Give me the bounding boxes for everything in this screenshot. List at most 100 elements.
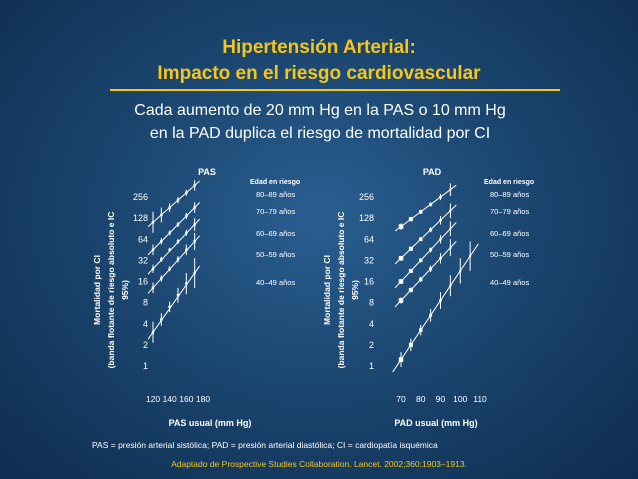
data-point	[168, 206, 171, 209]
x-tick-label: 80	[416, 394, 426, 404]
data-point	[151, 286, 155, 290]
series-line	[394, 204, 457, 265]
source-citation: Adaptado de Prospective Studies Collabor…	[171, 459, 467, 469]
data-point	[176, 294, 180, 297]
data-point	[429, 313, 433, 317]
data-point	[398, 279, 404, 284]
data-point	[168, 231, 171, 235]
y-tick-label: 128	[133, 213, 148, 223]
series-line	[147, 202, 201, 256]
y-tick-label: 8	[369, 298, 374, 308]
data-point	[193, 223, 196, 226]
x-tick-label: 120	[146, 394, 160, 404]
data-point	[419, 258, 423, 263]
data-point	[168, 267, 171, 271]
data-point	[398, 357, 404, 362]
y-tick-label: 256	[359, 192, 374, 202]
data-point	[193, 240, 196, 243]
data-point	[193, 184, 196, 187]
legend-label: 60–69 años	[490, 229, 529, 238]
y-axis-label: (banda flotante de riesgo absoluto e IC	[336, 212, 346, 369]
legend-title: Edad en riesgo	[250, 179, 300, 186]
subtitle-line-2: en la PAD duplica el riesgo de mortalida…	[149, 125, 491, 142]
y-axis-label: (banda flotante de riesgo absoluto e IC	[106, 212, 116, 369]
y-axis-label: Mortalidad por CI	[92, 255, 102, 325]
x-tick-label: 100	[453, 394, 467, 404]
data-point	[408, 268, 413, 273]
chart-title: PAS	[198, 167, 216, 177]
y-tick-label: 16	[138, 277, 148, 287]
y-tick-label: 2	[369, 340, 374, 350]
y-tick-label: 64	[138, 234, 148, 244]
data-point	[176, 223, 180, 226]
footnote: PAS = presión arterial sistólica; PAD = …	[92, 440, 438, 450]
data-point	[160, 258, 163, 261]
data-point	[151, 331, 155, 334]
data-point	[193, 271, 196, 275]
data-point	[419, 328, 423, 332]
chart-title: PAD	[423, 167, 442, 177]
data-point	[439, 218, 442, 222]
data-point	[160, 240, 163, 243]
series-line	[147, 265, 201, 340]
data-point	[185, 248, 188, 252]
data-point	[185, 282, 188, 285]
data-point	[176, 240, 180, 243]
data-point	[419, 210, 423, 214]
data-point	[160, 277, 163, 280]
data-point	[469, 255, 472, 258]
legend-label: 50–59 años	[490, 250, 529, 259]
data-point	[449, 227, 452, 230]
data-point	[408, 217, 413, 222]
series-line	[392, 243, 479, 373]
x-tick-label: 160	[179, 394, 193, 404]
legend-title: Edad en riesgo	[484, 179, 534, 186]
data-point	[449, 188, 452, 191]
y-axis-label: Mortalidad por CI	[322, 255, 332, 325]
data-point	[429, 202, 433, 206]
legend-label: 40–49 años	[490, 278, 529, 287]
y-axis-label: 95%)	[350, 280, 360, 300]
data-point	[185, 214, 188, 218]
title-divider	[110, 89, 560, 91]
x-tick-label: 140	[163, 394, 177, 404]
legend-label: 60–69 años	[256, 229, 295, 238]
data-point	[439, 257, 442, 260]
data-point	[449, 246, 452, 249]
data-point	[408, 246, 413, 251]
series-line	[147, 180, 200, 228]
data-point	[439, 299, 442, 302]
data-point	[429, 248, 433, 252]
x-axis-label: PAS usual (mm Hg)	[169, 418, 252, 428]
data-point	[459, 269, 462, 272]
data-point	[398, 256, 404, 261]
y-tick-label: 16	[364, 277, 374, 287]
data-point	[449, 209, 452, 212]
data-point	[176, 258, 180, 261]
x-tick-label: 70	[396, 394, 406, 404]
x-tick-label: 180	[196, 394, 210, 404]
y-tick-label: 4	[143, 319, 148, 329]
data-point	[176, 198, 180, 202]
y-axis-label: 95%)	[120, 280, 130, 300]
legend-label: 40–49 años	[256, 278, 295, 287]
data-point	[168, 305, 171, 309]
data-point	[151, 267, 155, 271]
y-tick-label: 1	[369, 361, 374, 371]
data-point	[160, 318, 163, 321]
data-point	[439, 238, 442, 241]
y-tick-label: 256	[133, 192, 148, 202]
data-point	[408, 342, 413, 347]
data-point	[419, 237, 423, 241]
y-tick-label: 2	[143, 340, 148, 350]
x-tick-label: 110	[473, 394, 487, 404]
data-point	[193, 206, 196, 209]
series-line	[394, 184, 457, 232]
title-line-2: Impacto en el riesgo cardiovascular	[157, 63, 481, 84]
legend-label: 50–59 años	[256, 250, 295, 259]
data-point	[185, 191, 188, 194]
series-line	[147, 218, 201, 275]
x-tick-label: 90	[436, 394, 446, 404]
data-point	[185, 231, 188, 235]
